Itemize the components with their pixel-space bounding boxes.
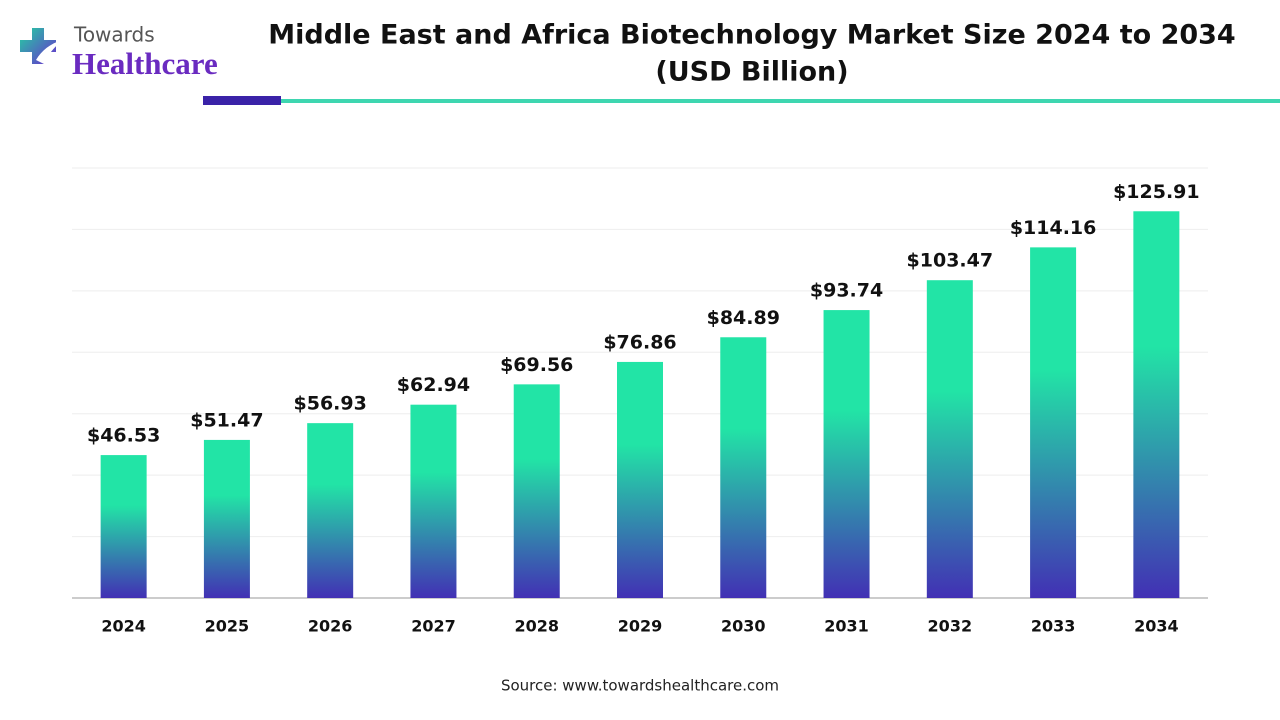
bar <box>203 439 250 598</box>
x-tick-label: 2032 <box>928 617 973 636</box>
value-label: $84.89 <box>707 307 780 329</box>
x-tick-label: 2028 <box>514 617 559 636</box>
x-tick-label: 2034 <box>1134 617 1179 636</box>
bar <box>926 280 973 598</box>
chart-title: (USD Billion) <box>655 57 848 88</box>
bar <box>307 423 354 598</box>
x-tick-label: 2024 <box>101 617 146 636</box>
value-label: $93.74 <box>810 280 883 302</box>
logo-line2: Healthcare <box>72 46 218 81</box>
value-label: $46.53 <box>87 425 160 447</box>
value-label: $114.16 <box>1010 217 1097 239</box>
value-label: $103.47 <box>907 250 994 272</box>
x-tick-label: 2029 <box>618 617 663 636</box>
bar <box>513 384 560 598</box>
chart-title: Middle East and Africa Biotechnology Mar… <box>268 20 1235 51</box>
bar <box>1030 247 1077 598</box>
bar <box>410 404 457 598</box>
value-label: $125.91 <box>1113 181 1200 203</box>
x-tick-label: 2033 <box>1031 617 1076 636</box>
logo-leaf <box>36 40 62 64</box>
value-label: $62.94 <box>397 374 470 396</box>
x-tick-label: 2025 <box>205 617 250 636</box>
logo-line1: Towards <box>73 23 155 47</box>
value-label: $51.47 <box>190 409 263 431</box>
header-accent <box>203 96 281 105</box>
x-tick-label: 2027 <box>411 617 456 636</box>
x-tick-label: 2026 <box>308 617 353 636</box>
x-tick-label: 2031 <box>824 617 869 636</box>
source: Source: www.towardshealthcare.com <box>501 677 779 695</box>
bar <box>100 455 147 598</box>
logo: Towards Healthcare <box>20 23 218 81</box>
bar <box>1133 211 1180 598</box>
value-label: $76.86 <box>603 331 676 353</box>
bar <box>823 310 870 598</box>
x-tick-label: 2030 <box>721 617 766 636</box>
value-label: $56.93 <box>294 393 367 415</box>
logo-icon <box>20 28 56 64</box>
header-rule <box>281 99 1280 103</box>
bar <box>720 337 767 598</box>
value-label: $69.56 <box>500 354 573 376</box>
bar <box>617 361 663 598</box>
